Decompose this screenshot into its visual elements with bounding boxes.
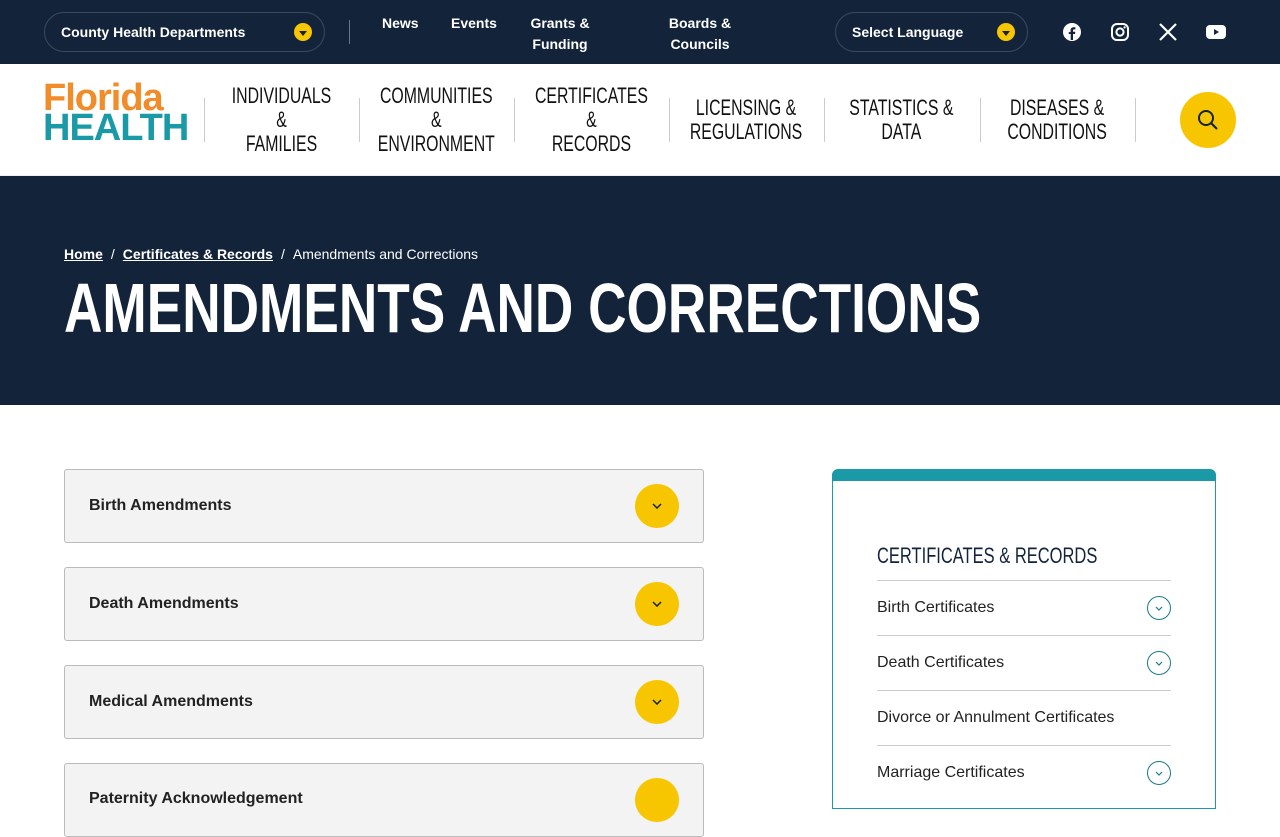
sidebar-item-death-certificates[interactable]: Death Certificates bbox=[877, 635, 1171, 690]
link-news[interactable]: News bbox=[382, 15, 419, 31]
divider bbox=[824, 98, 825, 142]
sidebar-item-label: Marriage Certificates bbox=[877, 764, 1025, 781]
divider bbox=[514, 98, 515, 142]
divider bbox=[204, 98, 205, 142]
chevron-down-icon[interactable] bbox=[635, 778, 679, 822]
link-boards[interactable]: Boards & Councils bbox=[668, 15, 732, 52]
utility-bar: County Health Departments News Events Gr… bbox=[0, 0, 1280, 64]
x-icon[interactable] bbox=[1158, 22, 1178, 42]
county-health-dropdown[interactable]: County Health Departments bbox=[44, 12, 325, 52]
sidebar-item-label: Birth Certificates bbox=[877, 599, 995, 616]
search-button[interactable] bbox=[1180, 92, 1236, 148]
chevron-down-icon[interactable] bbox=[635, 484, 679, 528]
breadcrumb-sep: / bbox=[280, 246, 285, 262]
breadcrumb-home[interactable]: Home bbox=[64, 246, 103, 262]
logo-line2: HEALTH bbox=[43, 107, 189, 149]
divider bbox=[359, 98, 360, 142]
nav-label: CERTIFICATES & RECORDS bbox=[535, 83, 648, 156]
accordion-birth-amendments[interactable]: Birth Amendments bbox=[64, 469, 704, 543]
chevron-down-icon[interactable] bbox=[635, 680, 679, 724]
search-icon bbox=[1198, 110, 1218, 130]
nav-diseases-conditions[interactable]: DISEASES & CONDITIONS bbox=[980, 64, 1135, 176]
chevron-down-icon[interactable] bbox=[1147, 761, 1171, 785]
sidebar-item-marriage-certificates[interactable]: Marriage Certificates bbox=[877, 745, 1171, 800]
link-events[interactable]: Events bbox=[451, 15, 497, 31]
page-header: Home / Certificates & Records / Amendments a… bbox=[0, 176, 1280, 405]
language-label: Select Language bbox=[852, 24, 964, 40]
breadcrumb-sep: / bbox=[110, 246, 115, 262]
nav-label: DISEASES & CONDITIONS bbox=[1007, 95, 1108, 144]
facebook-icon[interactable] bbox=[1062, 22, 1082, 42]
divider bbox=[349, 20, 350, 44]
caret-down-icon bbox=[997, 23, 1015, 41]
accordion-label: Paternity Acknowledgement bbox=[89, 790, 303, 807]
nav-label: LICENSING & REGULATIONS bbox=[690, 95, 803, 144]
florida-health-logo[interactable]: Florida HEALTH bbox=[43, 79, 189, 149]
sidebar-title: CERTIFICATES & RECORDS bbox=[877, 543, 1098, 568]
accordion-death-amendments[interactable]: Death Amendments bbox=[64, 567, 704, 641]
sidebar-nav: CERTIFICATES & RECORDS Birth Certificate… bbox=[832, 469, 1216, 809]
youtube-icon[interactable] bbox=[1206, 22, 1226, 42]
breadcrumb: Home / Certificates & Records / Amendments a… bbox=[64, 246, 478, 262]
caret-down-icon bbox=[294, 23, 312, 41]
divider bbox=[669, 98, 670, 142]
chevron-down-icon[interactable] bbox=[1147, 596, 1171, 620]
accordion-paternity-acknowledgement[interactable]: Paternity Acknowledgement bbox=[64, 763, 704, 837]
breadcrumb-certificates[interactable]: Certificates & Records bbox=[122, 246, 273, 262]
accordion-medical-amendments[interactable]: Medical Amendments bbox=[64, 665, 704, 739]
accordion-label: Medical Amendments bbox=[89, 693, 253, 710]
nav-label: STATISTICS & DATA bbox=[849, 95, 954, 144]
nav-label: INDIVIDUALS & FAMILIES bbox=[231, 83, 332, 156]
sidebar-item-label: Divorce or Annulment Certificates bbox=[877, 709, 1115, 726]
main-nav: Florida HEALTH INDIVIDUALS & FAMILIES COM… bbox=[0, 64, 1280, 176]
nav-communities-environment[interactable]: COMMUNITIES & ENVIRONMENT bbox=[359, 64, 514, 176]
sidebar-item-divorce-certificates[interactable]: Divorce or Annulment Certificates bbox=[877, 690, 1171, 745]
divider bbox=[980, 98, 981, 142]
page-title: AMENDMENTS AND CORRECTIONS bbox=[64, 269, 982, 347]
nav-individuals-families[interactable]: INDIVIDUALS & FAMILIES bbox=[204, 64, 359, 176]
logo-line1: Florida bbox=[43, 77, 164, 119]
language-select[interactable]: Select Language bbox=[835, 12, 1028, 52]
chevron-down-icon[interactable] bbox=[1147, 651, 1171, 675]
instagram-icon[interactable] bbox=[1110, 22, 1130, 42]
nav-label: COMMUNITIES & ENVIRONMENT bbox=[377, 83, 496, 156]
accordion-label: Death Amendments bbox=[89, 595, 239, 612]
sidebar-item-birth-certificates[interactable]: Birth Certificates bbox=[877, 580, 1171, 635]
nav-licensing-regulations[interactable]: LICENSING & REGULATIONS bbox=[669, 64, 824, 176]
chevron-down-icon[interactable] bbox=[635, 582, 679, 626]
divider bbox=[1135, 98, 1136, 142]
accordion-label: Birth Amendments bbox=[89, 497, 232, 514]
nav-certificates-records[interactable]: CERTIFICATES & RECORDS bbox=[514, 64, 669, 176]
nav-statistics-data[interactable]: STATISTICS & DATA bbox=[824, 64, 979, 176]
county-label: County Health Departments bbox=[61, 24, 246, 40]
link-grants[interactable]: Grants & Funding bbox=[530, 15, 590, 52]
breadcrumb-current: Amendments and Corrections bbox=[292, 246, 479, 262]
sidebar-item-label: Death Certificates bbox=[877, 654, 1005, 671]
